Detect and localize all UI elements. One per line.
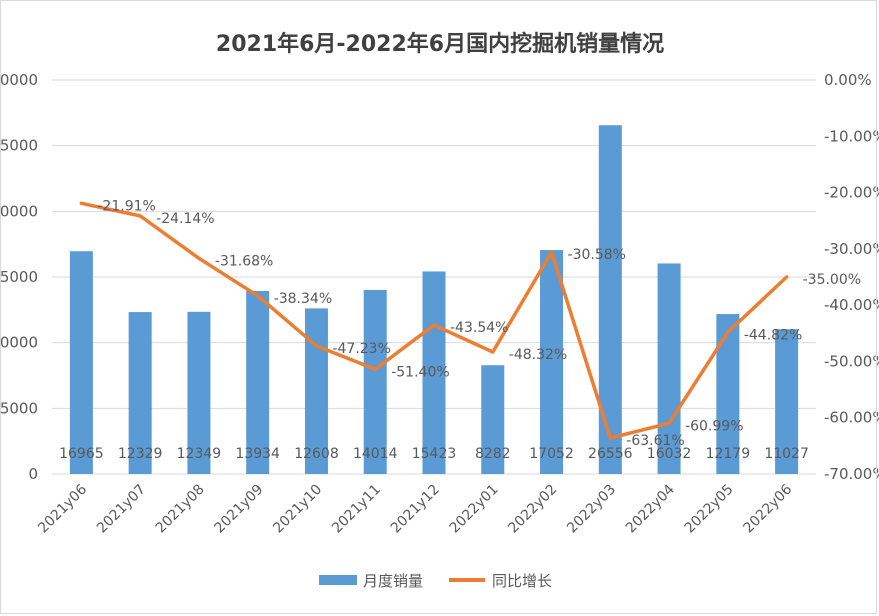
line-point	[256, 294, 260, 298]
line-value-labels: -21.91%-24.14% -31.68% -38.34% -47.23%-51.4…	[97, 198, 861, 449]
bar-value-label: 16965	[59, 446, 104, 462]
line-value-label: -21.91%	[97, 198, 155, 214]
right-axis-tick-label: -40.00%	[824, 296, 879, 314]
bar	[716, 314, 740, 474]
line-value-label: -48.32%	[509, 347, 567, 363]
legend-label-line: 同比增长	[492, 572, 552, 590]
legend-label-bar: 月度销量	[363, 572, 423, 590]
left-axis-tick-label: 25000	[0, 137, 38, 155]
line-point	[79, 201, 83, 205]
bar-value-label: 15423	[412, 446, 457, 462]
bar	[422, 271, 446, 474]
right-axis-tick-label: -50.00%	[824, 352, 879, 370]
line-point	[314, 344, 318, 348]
bar-value-label: 17052	[529, 446, 574, 462]
bar-value-label: 12608	[294, 446, 339, 462]
left-axis: 0 5000 10000 15000 20000 25000 30000	[0, 71, 38, 483]
right-axis-tick-label: -70.00%	[824, 465, 879, 483]
right-axis-tick-label: -30.00%	[824, 240, 879, 258]
line-point	[373, 367, 377, 371]
line-point	[726, 330, 730, 334]
line-point	[667, 421, 671, 425]
line-point	[491, 350, 495, 354]
right-axis-tick-label: 0.00%	[824, 71, 872, 89]
line-value-label: -31.68%	[215, 253, 273, 269]
line-value-label: -47.23%	[332, 341, 390, 357]
bar-value-label: 8282	[475, 446, 511, 462]
right-axis: 0.00% -10.00% -20.00% -30.00% -40.00% -50.00%…	[824, 71, 879, 483]
bar	[481, 365, 505, 474]
bar-value-label: 12349	[177, 446, 222, 462]
line-series	[79, 201, 789, 440]
line-value-label: -44.82%	[744, 327, 802, 343]
line-point	[550, 250, 554, 254]
line-point	[138, 214, 142, 218]
line-point	[197, 256, 201, 260]
bar	[69, 251, 93, 474]
legend-swatch-bar	[319, 575, 357, 585]
line-value-label: -60.99%	[685, 418, 743, 434]
bar-value-label: 16032	[647, 446, 692, 462]
chart-title: 2021年6月-2022年6月国内挖掘机销量情况	[216, 31, 664, 57]
bar	[128, 312, 152, 474]
left-axis-tick-label: 15000	[0, 268, 38, 286]
line-value-label: -30.58%	[568, 247, 626, 263]
line-value-label: -35.00%	[803, 272, 861, 288]
bar-value-label: 13934	[235, 446, 280, 462]
left-axis-tick-label: 20000	[0, 202, 38, 220]
bar-value-label: 12329	[118, 446, 163, 462]
left-axis-tick-label: 5000	[0, 399, 38, 417]
left-axis-tick-label: 30000	[0, 71, 38, 89]
line-value-label: -51.40%	[391, 364, 449, 380]
right-axis-tick-label: -10.00%	[824, 127, 879, 145]
bar	[657, 263, 681, 474]
legend: 月度销量 同比增长	[319, 572, 552, 590]
left-axis-tick-label: 10000	[0, 334, 38, 352]
right-axis-tick-label: -60.00%	[824, 409, 879, 427]
right-axis-tick-label: -20.00%	[824, 184, 879, 202]
bar	[775, 329, 799, 474]
line-point	[608, 436, 612, 440]
bar-value-label: 26556	[588, 446, 633, 462]
bar-value-label: 14014	[353, 446, 398, 462]
bar-value-label: 12179	[706, 446, 751, 462]
bar	[187, 311, 211, 474]
bar-value-label: 11027	[764, 446, 809, 462]
bar	[246, 291, 270, 474]
line-value-label: -63.61%	[626, 433, 684, 449]
bar	[540, 250, 564, 474]
line-point	[785, 275, 789, 279]
left-axis-tick-label: 0	[28, 465, 38, 483]
bar	[598, 125, 622, 474]
line-value-label: -38.34%	[274, 291, 332, 307]
line-value-label: -24.14%	[156, 211, 214, 227]
bar	[363, 289, 387, 474]
bar-value-labels: 16965 12329 12349 13934 12608 14014 15423 8282 1…	[59, 446, 809, 462]
line-point	[432, 323, 436, 327]
line-value-label: -43.54%	[450, 320, 508, 336]
